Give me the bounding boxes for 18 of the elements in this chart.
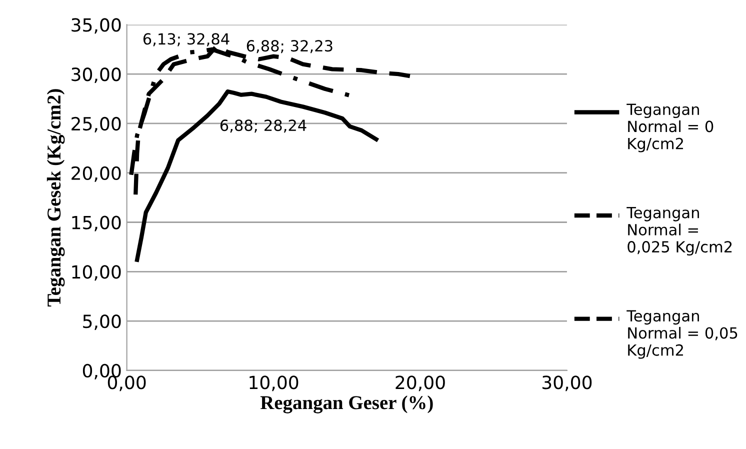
- annotation: 6,88; 28,24: [220, 120, 306, 133]
- annotation: 6,13; 32,84: [143, 33, 230, 46]
- y-tick-label: 20,00: [72, 166, 121, 182]
- y-tick-label: 15,00: [72, 216, 121, 232]
- x-axis-title: Regangan Geser (%): [260, 396, 433, 414]
- legend-label: Tegangan Normal = 0,025 Kg/cm2: [626, 207, 732, 256]
- y-axis-title: Tegangan Gesek (Kg/cm2): [46, 89, 65, 307]
- legend-label: Tegangan Normal = 0 Kg/cm2: [626, 104, 714, 152]
- legend-label: Tegangan Normal = 0,05 Kg/cm2: [626, 310, 738, 359]
- y-tick-label: 35,00: [72, 18, 121, 34]
- x-tick-label: 30,00: [542, 376, 592, 392]
- x-tick-label: 20,00: [396, 376, 445, 392]
- annotation: 6,88; 32,23: [246, 40, 332, 54]
- y-tick-label: 30,00: [72, 68, 121, 84]
- y-tick-label: 5,00: [83, 314, 121, 330]
- x-tick-label: 10,00: [250, 376, 298, 392]
- y-tick-label: 10,00: [72, 265, 121, 281]
- y-tick-label: 25,00: [72, 116, 121, 132]
